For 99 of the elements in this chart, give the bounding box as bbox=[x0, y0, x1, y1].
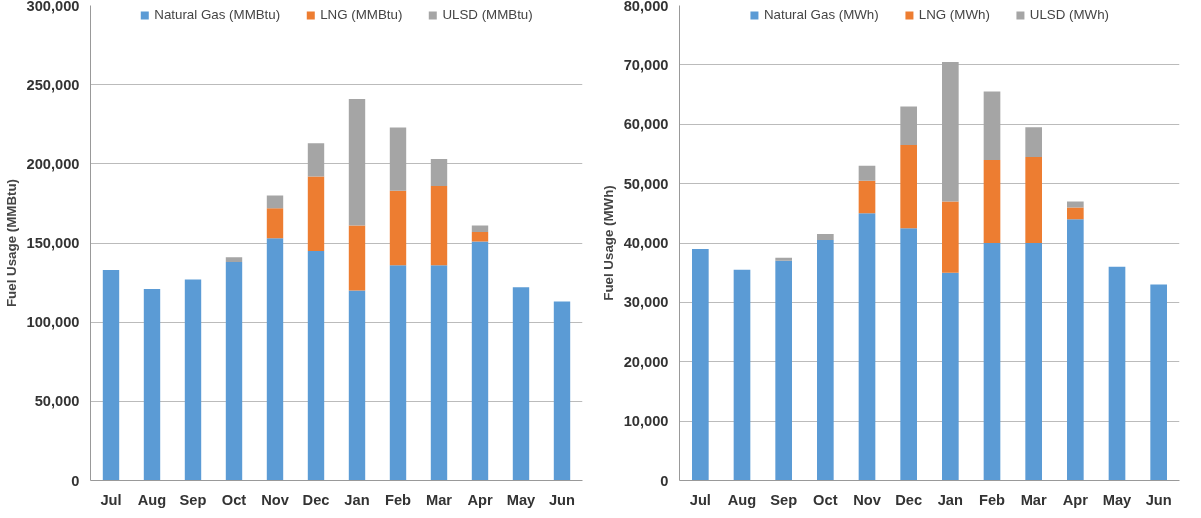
y-tick-label: 30,000 bbox=[623, 294, 669, 311]
x-tick-label: Jul bbox=[689, 491, 711, 508]
x-tick-label: Oct bbox=[813, 491, 838, 508]
y-tick-label: 80,000 bbox=[623, 0, 669, 14]
bar bbox=[307, 143, 325, 177]
x-tick-label: Feb bbox=[384, 491, 412, 508]
bar bbox=[817, 234, 834, 241]
legend-label: Natural Gas (MMBtu) bbox=[154, 7, 281, 22]
bar bbox=[430, 159, 448, 186]
bar bbox=[775, 260, 792, 481]
y-tick-label: 0 bbox=[660, 472, 669, 489]
x-tick-label: Jan bbox=[937, 491, 964, 508]
x-tick-label: Apr bbox=[467, 491, 493, 508]
y-tick-label: 50,000 bbox=[623, 175, 669, 192]
bar bbox=[1067, 207, 1084, 220]
bar bbox=[858, 180, 876, 214]
y-tick-label: 20,000 bbox=[623, 353, 669, 370]
bar bbox=[389, 190, 407, 266]
bar bbox=[942, 201, 959, 273]
y-axis-title: Fuel Usage (MWh) bbox=[600, 185, 616, 301]
x-tick-label: Nov bbox=[261, 491, 290, 508]
bar bbox=[348, 225, 366, 291]
bar bbox=[266, 238, 284, 481]
bar bbox=[775, 257, 792, 261]
legend-label: LNG (MMBtu) bbox=[320, 7, 403, 22]
bar bbox=[471, 225, 489, 232]
y-tick-label: 300,000 bbox=[26, 0, 80, 14]
x-tick-label: Mar bbox=[1020, 491, 1047, 508]
bar bbox=[471, 231, 489, 242]
bar bbox=[225, 262, 243, 481]
bar bbox=[733, 269, 751, 481]
x-tick-label: Jun bbox=[548, 491, 576, 508]
bar bbox=[692, 248, 709, 481]
y-tick-label: 0 bbox=[71, 472, 80, 489]
x-tick-label: Dec bbox=[895, 491, 923, 508]
bar bbox=[102, 269, 120, 481]
bar bbox=[1025, 243, 1042, 481]
bar bbox=[389, 265, 407, 481]
y-tick-label: 70,000 bbox=[623, 56, 669, 73]
y-tick-label: 100,000 bbox=[26, 314, 80, 331]
x-tick-label: Aug bbox=[137, 491, 167, 508]
x-tick-label: Dec bbox=[302, 491, 330, 508]
bar bbox=[1025, 156, 1042, 243]
x-tick-label: Jan bbox=[344, 491, 370, 508]
x-tick-label: Sep bbox=[179, 491, 207, 508]
bar bbox=[266, 195, 284, 209]
bar bbox=[143, 288, 161, 481]
bar bbox=[184, 279, 202, 481]
bar bbox=[225, 257, 243, 262]
bar bbox=[942, 272, 959, 481]
y-axis-title: Fuel Usage (MMBtu) bbox=[3, 178, 19, 308]
x-tick-label: Sep bbox=[770, 491, 798, 508]
bar bbox=[1067, 219, 1084, 481]
bar bbox=[1025, 127, 1042, 157]
bar bbox=[858, 213, 876, 481]
bar bbox=[553, 301, 571, 481]
x-tick-label: Aug bbox=[727, 491, 757, 508]
x-tick-label: Feb bbox=[978, 491, 1006, 508]
x-tick-label: Apr bbox=[1062, 491, 1089, 508]
legend-label: LNG (MWh) bbox=[918, 7, 990, 22]
bar bbox=[389, 127, 407, 191]
bar bbox=[348, 98, 366, 226]
x-tick-label: Nov bbox=[853, 491, 882, 508]
y-tick-label: 200,000 bbox=[26, 155, 80, 172]
legend-label: Natural Gas (MWh) bbox=[763, 7, 879, 22]
bar bbox=[307, 176, 325, 251]
bar bbox=[266, 208, 284, 239]
bar bbox=[900, 228, 917, 481]
bar bbox=[900, 106, 917, 146]
bar bbox=[430, 186, 448, 266]
bar bbox=[900, 145, 917, 229]
bar bbox=[942, 61, 959, 202]
bar bbox=[1067, 201, 1084, 208]
x-tick-label: Jun bbox=[1145, 491, 1172, 508]
bar bbox=[307, 250, 325, 481]
x-tick-label: Mar bbox=[425, 491, 453, 508]
x-tick-label: Jul bbox=[100, 491, 122, 508]
legend-label: ULSD (MMBtu) bbox=[442, 7, 533, 22]
bar bbox=[983, 91, 1001, 160]
bar bbox=[348, 290, 366, 481]
y-tick-label: 10,000 bbox=[623, 413, 669, 430]
bar bbox=[983, 243, 1001, 481]
y-tick-label: 150,000 bbox=[26, 235, 80, 251]
bar bbox=[983, 159, 1001, 243]
x-tick-label: May bbox=[506, 491, 537, 508]
x-tick-label: Oct bbox=[221, 491, 247, 508]
y-tick-label: 250,000 bbox=[26, 76, 80, 93]
bar bbox=[858, 165, 876, 181]
y-tick-label: 40,000 bbox=[623, 235, 669, 251]
x-tick-label: May bbox=[1102, 491, 1133, 508]
bar bbox=[1150, 284, 1167, 481]
bar bbox=[471, 241, 489, 481]
bar bbox=[817, 240, 834, 481]
y-tick-label: 50,000 bbox=[34, 393, 80, 410]
bar bbox=[1108, 266, 1126, 481]
bar bbox=[512, 287, 530, 481]
y-tick-label: 60,000 bbox=[623, 116, 669, 133]
legend-label: ULSD (MWh) bbox=[1029, 7, 1110, 22]
bar bbox=[430, 265, 448, 481]
